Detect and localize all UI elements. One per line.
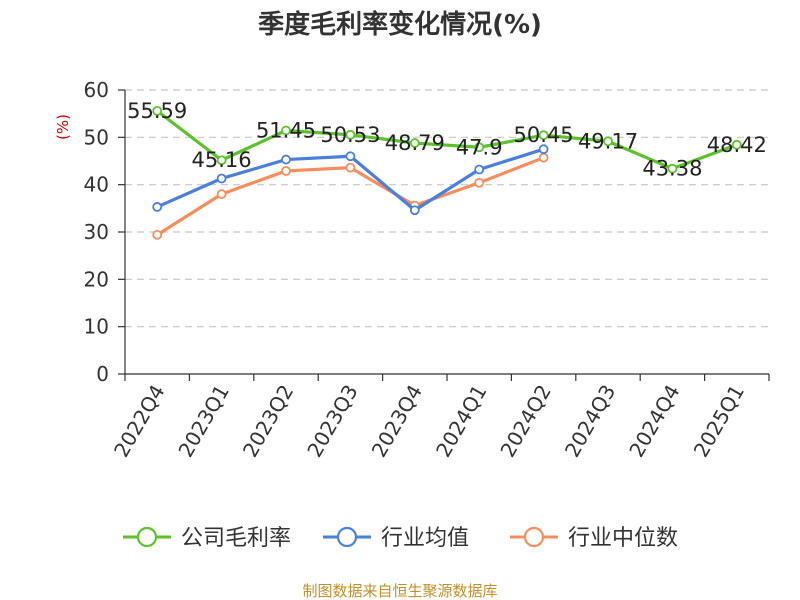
data-point [731, 139, 742, 150]
data-label: 48.42 [707, 133, 767, 157]
legend-marker [523, 526, 545, 548]
data-point [667, 163, 678, 174]
data-label: 49.17 [578, 129, 638, 153]
data-point [474, 142, 485, 153]
data-point [345, 129, 356, 140]
data-point [216, 173, 227, 184]
data-point [538, 152, 549, 163]
series-line [156, 109, 738, 171]
data-point [474, 164, 485, 175]
data-point [281, 125, 291, 136]
data-label: 43.38 [642, 157, 702, 181]
data-point [474, 177, 485, 188]
data-point [345, 151, 356, 162]
legend-item: 公司毛利率 [123, 526, 291, 551]
series-2 [152, 144, 549, 216]
x-tick-label: 2024Q2 [495, 381, 555, 462]
legend-label: 公司毛利率 [181, 526, 291, 551]
data-label: 50.45 [514, 123, 574, 147]
chart-title: 季度毛利率变化情况(%) [258, 9, 542, 40]
grid-lines [125, 89, 769, 328]
x-tick-label: 2023Q3 [302, 381, 362, 462]
data-label: 55.59 [127, 99, 187, 123]
y-tick-label: 10 [84, 315, 109, 339]
legend-item: 行业均值 [323, 526, 469, 551]
data-label: 45.16 [192, 148, 252, 172]
legend-marker [336, 526, 358, 548]
y-tick-label: 20 [84, 267, 109, 291]
x-tick-label: 2024Q3 [560, 381, 620, 462]
series-1 [152, 105, 742, 174]
y-tick-label: 0 [96, 362, 109, 386]
data-point [152, 105, 163, 116]
legend: 公司毛利率 行业均值 行业中位数 [123, 526, 678, 551]
data-point [409, 138, 420, 148]
data-label: 47.9 [456, 135, 503, 159]
x-tick-label: 2025Q1 [689, 381, 749, 462]
legend-marker [136, 526, 158, 548]
data-point [152, 202, 163, 212]
y-tick-label: 30 [84, 220, 109, 244]
data-point [345, 162, 356, 173]
y-tick-label: 50 [84, 125, 109, 149]
y-tick-label: 60 [84, 78, 109, 102]
data-point [281, 166, 291, 176]
y-axis-label: (%) [54, 114, 72, 140]
legend-label: 行业中位数 [568, 526, 678, 551]
data-source-note: 制图数据来自恒生聚源数据库 [302, 582, 497, 600]
x-tick-label: 2023Q1 [173, 381, 233, 462]
data-label: 51.45 [256, 118, 316, 142]
data-point [216, 155, 227, 166]
legend-label: 行业均值 [381, 526, 469, 551]
x-tick-label: 2024Q4 [624, 381, 684, 462]
data-point [409, 205, 420, 216]
x-tick-label: 2023Q2 [238, 381, 298, 462]
series-lines [152, 105, 742, 240]
data-point [152, 229, 163, 240]
x-tick-label: 2024Q1 [431, 381, 491, 462]
y-tick-label: 40 [84, 173, 109, 197]
data-label: 50.53 [320, 123, 380, 147]
x-tick-label: 2022Q4 [109, 381, 169, 462]
data-point [538, 144, 549, 155]
data-label: 48.79 [385, 131, 445, 155]
data-point [603, 136, 613, 147]
data-point [281, 154, 291, 165]
data-point [538, 130, 549, 141]
legend-item: 行业中位数 [510, 526, 678, 551]
x-tick-label: 2023Q4 [367, 381, 427, 462]
data-point [216, 189, 227, 200]
